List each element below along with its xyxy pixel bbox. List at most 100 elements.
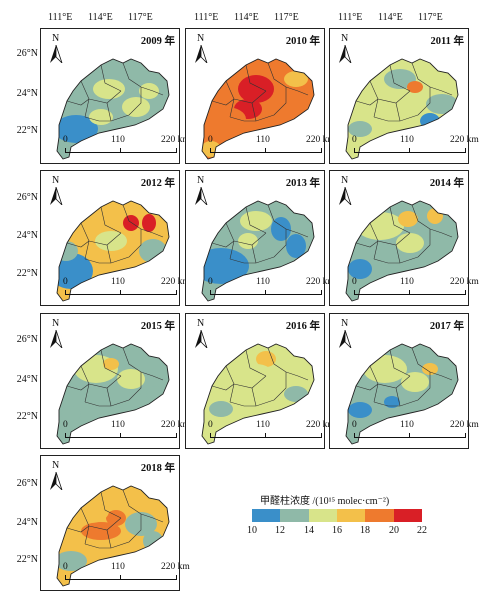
map-panel: 2010 年 N 0 110 220 km: [185, 28, 335, 164]
concentration-patch: [122, 97, 150, 117]
lon-label: 111°E: [48, 12, 73, 23]
city-boundary: [285, 228, 309, 238]
concentration-patch: [398, 211, 418, 227]
concentration-patch: [396, 233, 424, 253]
city-boundary: [429, 86, 453, 96]
city-boundary: [355, 240, 379, 248]
legend-swatch: [393, 509, 422, 522]
scale-label: 220 km: [450, 135, 479, 145]
year-label: 2016 年: [285, 321, 320, 332]
lon-label: 111°E: [338, 12, 363, 23]
lat-label: 26°N: [16, 192, 38, 203]
north-letter: N: [341, 33, 349, 44]
city-boundary: [273, 229, 287, 258]
scale-label: 110: [256, 277, 270, 287]
province-map: [56, 58, 170, 160]
legend-swatch: [365, 509, 394, 522]
concentration-patch: [348, 402, 372, 418]
lat-label: 24°N: [16, 374, 38, 385]
lon-label: 117°E: [274, 12, 299, 23]
scale-tick: [120, 148, 121, 152]
city-boundary: [251, 387, 257, 407]
province-outline: [201, 200, 315, 302]
province-map: [56, 485, 170, 587]
north-arrow-icon: N: [49, 33, 65, 65]
scale-label: 0: [208, 420, 213, 430]
province-map: [345, 343, 459, 445]
province-outline: [56, 343, 170, 445]
city-boundary: [229, 114, 275, 122]
lat-label: 24°N: [16, 88, 38, 99]
north-letter: N: [52, 460, 60, 471]
city-boundary: [417, 229, 431, 258]
city-boundary: [429, 371, 453, 381]
city-boundary: [128, 372, 142, 401]
map-panel: 2015 年 N 0 110 220 km: [40, 313, 190, 449]
city-boundary: [395, 102, 401, 122]
concentration-patch: [422, 363, 438, 375]
lat-label: 24°N: [16, 230, 38, 241]
scale-label: 0: [208, 277, 213, 287]
city-boundary: [273, 87, 287, 116]
city-boundary: [128, 229, 142, 258]
concentration-patch: [284, 71, 308, 87]
concentration-patch: [206, 107, 246, 131]
scale-label: 0: [63, 135, 68, 145]
year-label: 2011 年: [430, 36, 464, 47]
concentration-patch: [348, 121, 372, 137]
scale-line: [354, 148, 466, 153]
north-arrow-icon: N: [338, 33, 354, 65]
province-outline: [56, 200, 170, 302]
city-boundary: [395, 387, 401, 407]
scale-label: 220 km: [306, 135, 335, 145]
north-letter: N: [197, 33, 205, 44]
lat-label: 22°N: [16, 554, 38, 565]
city-boundary: [411, 204, 431, 230]
city-boundary: [84, 399, 130, 407]
city-boundary: [211, 240, 235, 248]
north-letter: N: [197, 318, 205, 329]
city-boundary: [128, 514, 142, 543]
city-boundary: [66, 240, 90, 248]
city-boundary: [285, 86, 309, 96]
scale-label: 220 km: [306, 420, 335, 430]
concentration-patch: [420, 113, 440, 129]
scale-tick: [409, 290, 410, 294]
concentration-patch: [209, 401, 233, 417]
scale-label: 0: [63, 420, 68, 430]
concentration-patch: [407, 81, 423, 93]
legend-tick: 12: [275, 525, 285, 536]
year-label: 2018 年: [140, 463, 175, 474]
concentration-patch: [401, 372, 429, 392]
legend-swatch: [308, 509, 337, 522]
legend-title: 甲醛柱浓度 /(10¹⁵ molec·cm⁻²): [260, 496, 390, 507]
scale-tick: [120, 575, 121, 579]
concentration-patch: [103, 358, 119, 370]
province-outline: [56, 485, 170, 587]
city-boundary: [106, 102, 112, 122]
north-letter: N: [52, 33, 60, 44]
lat-label: 26°N: [16, 48, 38, 59]
scale-bar: 0 110 220 km: [63, 562, 199, 584]
legend-tick: 14: [304, 525, 314, 536]
city-boundary: [417, 87, 431, 116]
city-boundary: [106, 529, 112, 549]
scale-label: 220 km: [161, 562, 190, 572]
concentration-patch: [273, 85, 309, 109]
lat-label: 26°N: [16, 478, 38, 489]
province-map: [201, 200, 315, 302]
legend-tick: 16: [332, 525, 342, 536]
north-letter: N: [52, 318, 60, 329]
scale-label: 110: [111, 135, 125, 145]
scale-label: 110: [256, 135, 270, 145]
province-outline: [201, 343, 315, 445]
city-boundary: [267, 204, 287, 230]
map-panel: 2011 年 N 0 110 220 km: [329, 28, 479, 164]
province-map: [345, 200, 459, 302]
city-boundary: [84, 114, 130, 122]
scale-line: [210, 148, 322, 153]
city-boundary: [100, 64, 122, 92]
map-panel: 2009 年 N 0 110 220 km: [40, 28, 190, 164]
scale-tick: [409, 148, 410, 152]
city-boundary: [285, 371, 309, 381]
